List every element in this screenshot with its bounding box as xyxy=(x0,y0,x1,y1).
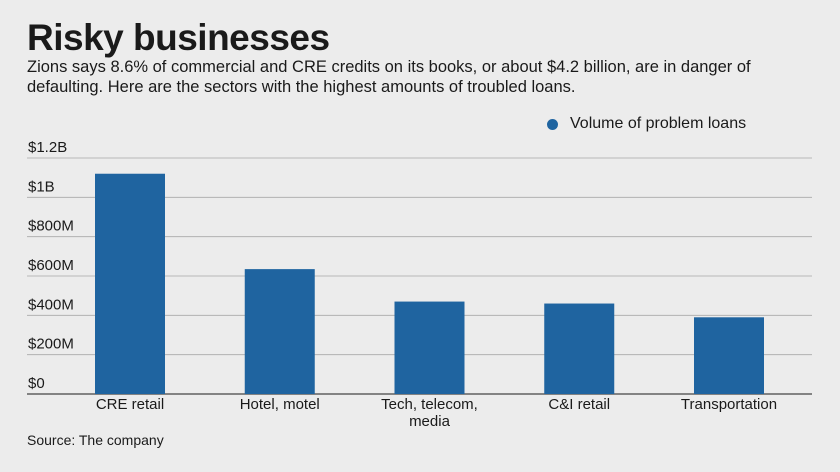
legend-marker xyxy=(547,118,558,130)
y-tick-label: $600M xyxy=(28,257,74,274)
x-tick-label: Transportation xyxy=(681,396,777,413)
y-tick-label: $200M xyxy=(28,336,74,353)
y-tick-label: $800M xyxy=(28,218,74,235)
source-note: Source: The company xyxy=(27,432,164,448)
bar xyxy=(244,269,315,394)
x-tick-label: C&I retail xyxy=(548,396,610,413)
chart-title: Risky businesses xyxy=(27,17,330,58)
y-tick-label: $1B xyxy=(28,178,55,195)
y-tick-label: $0 xyxy=(28,375,45,392)
bar xyxy=(95,173,165,394)
bar xyxy=(694,317,764,394)
bar xyxy=(544,303,615,394)
x-tick-label: Hotel, motel xyxy=(240,396,320,413)
chart-subtitle: Zions says 8.6% of commercial and CRE cr… xyxy=(27,58,751,96)
x-tick-label: Tech, telecom, media xyxy=(381,396,478,430)
x-tick-label: CRE retail xyxy=(96,396,164,413)
legend-label: Volume of problem loans xyxy=(570,115,747,132)
y-tick-label: $1.2B xyxy=(28,139,67,156)
legend: Volume of problem loans xyxy=(547,115,746,133)
y-tick-label: $400M xyxy=(28,296,74,313)
bar xyxy=(394,301,465,394)
